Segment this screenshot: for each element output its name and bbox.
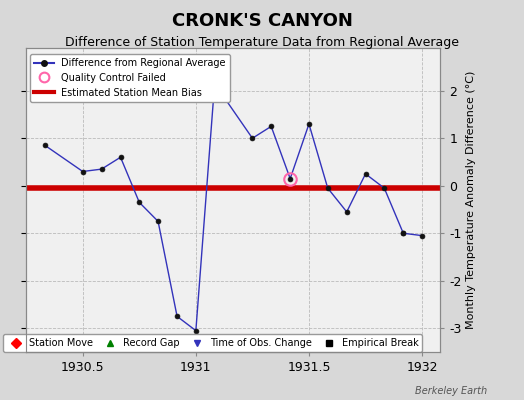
Legend: Station Move, Record Gap, Time of Obs. Change, Empirical Break: Station Move, Record Gap, Time of Obs. C… xyxy=(3,334,422,352)
Text: Berkeley Earth: Berkeley Earth xyxy=(415,386,487,396)
Text: CRONK'S CANYON: CRONK'S CANYON xyxy=(171,12,353,30)
Y-axis label: Monthly Temperature Anomaly Difference (°C): Monthly Temperature Anomaly Difference (… xyxy=(466,71,476,329)
Text: Difference of Station Temperature Data from Regional Average: Difference of Station Temperature Data f… xyxy=(65,36,459,49)
